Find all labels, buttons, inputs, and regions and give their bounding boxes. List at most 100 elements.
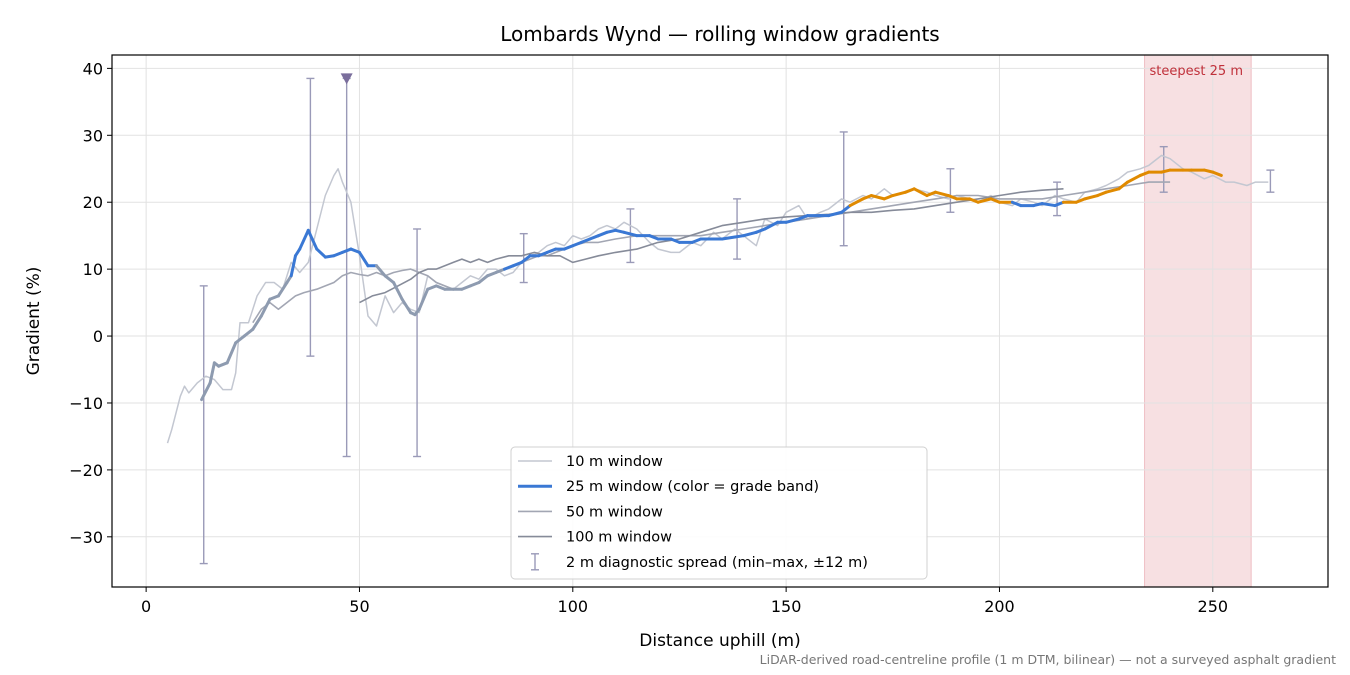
x-axis-label: Distance uphill (m): [639, 631, 800, 651]
series-line-3: [359, 188, 1064, 304]
series-25m-segment: [315, 247, 327, 259]
series-25m-segment: [1083, 194, 1100, 201]
chart-title: Lombards Wynd — rolling window gradients: [500, 22, 939, 46]
series-25m-segment: [989, 197, 1001, 204]
series-25m-segment: [1138, 170, 1151, 177]
series-25m-segment: [976, 197, 993, 204]
series-25m-segment: [1040, 202, 1057, 208]
series-line-2: [252, 181, 1171, 324]
x-tick-label: 150: [771, 597, 802, 616]
series-25m-segment: [571, 240, 583, 248]
x-tick-label: 100: [558, 597, 589, 616]
y-tick-label: −10: [69, 394, 103, 413]
series-25m-segment: [242, 327, 255, 338]
series-25m-segment: [537, 250, 549, 258]
series-25m-segment: [511, 260, 524, 268]
series-25m-segment: [200, 381, 212, 402]
series-25m-segment: [968, 197, 980, 204]
legend-label: 50 m window: [566, 504, 663, 520]
y-tick-label: −20: [69, 461, 103, 480]
legend: 10 m window 25 m window (color = grade ba…: [510, 446, 928, 580]
series-25m-segment: [392, 281, 404, 301]
series-25m-segment: [477, 274, 489, 285]
series-25m-segment: [289, 254, 297, 278]
series-25m-segment: [1104, 187, 1121, 194]
series-25m-segment: [520, 254, 532, 264]
series-25m-segment: [946, 194, 959, 201]
steepest-span-label: steepest 25 m: [1150, 64, 1243, 79]
series-25m-segment: [882, 194, 895, 201]
legend-label: 25 m window (color = grade band): [566, 479, 819, 495]
legend-label: 100 m window: [566, 530, 672, 546]
series-25m-segment: [588, 234, 600, 241]
y-tick-label: 0: [93, 327, 103, 346]
series-25m-segment: [869, 194, 886, 201]
series-25m-segment: [669, 237, 681, 244]
legend-label: 10 m window: [566, 454, 663, 470]
series-25m-segment: [545, 247, 558, 254]
series-25m-segment: [468, 281, 481, 288]
series-25m-segment: [1211, 170, 1223, 177]
series-25m-segment: [251, 314, 263, 331]
series-25m-segment: [417, 287, 430, 311]
series-25m-segment: [720, 235, 737, 241]
y-tick-label: 10: [83, 260, 103, 279]
series-25m-segment: [1096, 190, 1108, 198]
series-25m-segment: [259, 297, 272, 318]
x-tick-label: 0: [141, 597, 151, 616]
series-25m-segment: [797, 214, 809, 221]
series-25m-segment: [933, 190, 950, 198]
series-25m-segment: [332, 250, 344, 258]
axes-frame: [111, 54, 1329, 588]
y-axis-label: Gradient (%): [24, 267, 44, 376]
chart-caption: LiDAR-derived road-centreline profile (1…: [760, 652, 1336, 667]
series-25m-segment: [763, 220, 780, 231]
plot-area: steepest 25 m 0 50 100 150 200 250 −30 −20 −10 0 10…: [69, 54, 1329, 616]
series-25m-segment: [434, 284, 447, 291]
series-25m-segment: [426, 284, 438, 291]
series-25m-segment: [562, 244, 575, 251]
series-25m-segment: [357, 250, 370, 268]
series-25m-segment: [648, 234, 660, 241]
series-25m-segment: [503, 264, 515, 271]
series-25m-segment: [340, 247, 353, 254]
series-25m-segment: [485, 270, 498, 278]
clipped-marker: [340, 73, 353, 85]
series-25m-segment: [1074, 197, 1087, 204]
series-25m-segment: [225, 341, 238, 365]
y-tick-label: 30: [83, 126, 103, 145]
series-25m-segment: [400, 297, 413, 315]
x-tick-label: 50: [349, 597, 369, 616]
series-25m-segment: [306, 228, 319, 251]
y-tick-label: −30: [69, 528, 103, 547]
series-25m-segment: [234, 334, 246, 345]
y-tick-label: 40: [83, 59, 103, 78]
series-25m-segment: [1053, 200, 1065, 208]
series-25m-segment: [298, 228, 310, 251]
legend-box: [510, 446, 928, 580]
series-25m-segment: [754, 227, 767, 234]
steepest-span-band: [1144, 54, 1252, 588]
series-25m-segment: [861, 194, 873, 201]
series-25m-segment: [1125, 173, 1142, 184]
series-line-0: [166, 154, 1269, 444]
series-25m-segment: [741, 230, 758, 238]
series-25m-segment: [827, 210, 844, 218]
legend-label: 2 m diagnostic spread (min–max, ±12 m): [566, 555, 868, 571]
series-25m-segment: [622, 230, 639, 238]
series-25m-segment: [349, 247, 361, 254]
series-25m-segment: [217, 361, 229, 368]
series-25m-segment: [1117, 180, 1129, 191]
series-25m-segment: [208, 361, 216, 385]
series-25m-segment: [1010, 200, 1023, 208]
series-25m-segment: [904, 187, 916, 194]
x-tick-label: 250: [1198, 597, 1229, 616]
series-25m-segment: [383, 274, 396, 285]
series-25m-segment: [276, 281, 289, 298]
series-25m-segment: [690, 237, 703, 244]
series-25m-segment: [494, 267, 507, 274]
series-25m-segment: [891, 190, 908, 198]
x-tick-label: 200: [984, 597, 1015, 616]
y-tick-label: 20: [83, 193, 103, 212]
